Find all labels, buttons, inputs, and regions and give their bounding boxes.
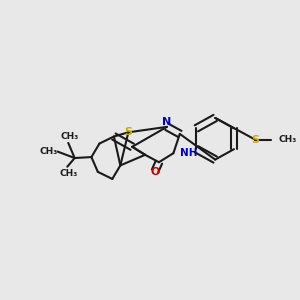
Text: CH₃: CH₃	[279, 135, 297, 144]
Text: S: S	[124, 127, 132, 137]
Text: S: S	[251, 135, 260, 145]
Text: CH₃: CH₃	[61, 132, 79, 141]
Text: N: N	[162, 117, 172, 127]
Text: O: O	[150, 167, 160, 177]
Text: CH₃: CH₃	[40, 147, 58, 156]
Text: NH: NH	[180, 148, 197, 158]
Text: CH₃: CH₃	[60, 169, 78, 178]
